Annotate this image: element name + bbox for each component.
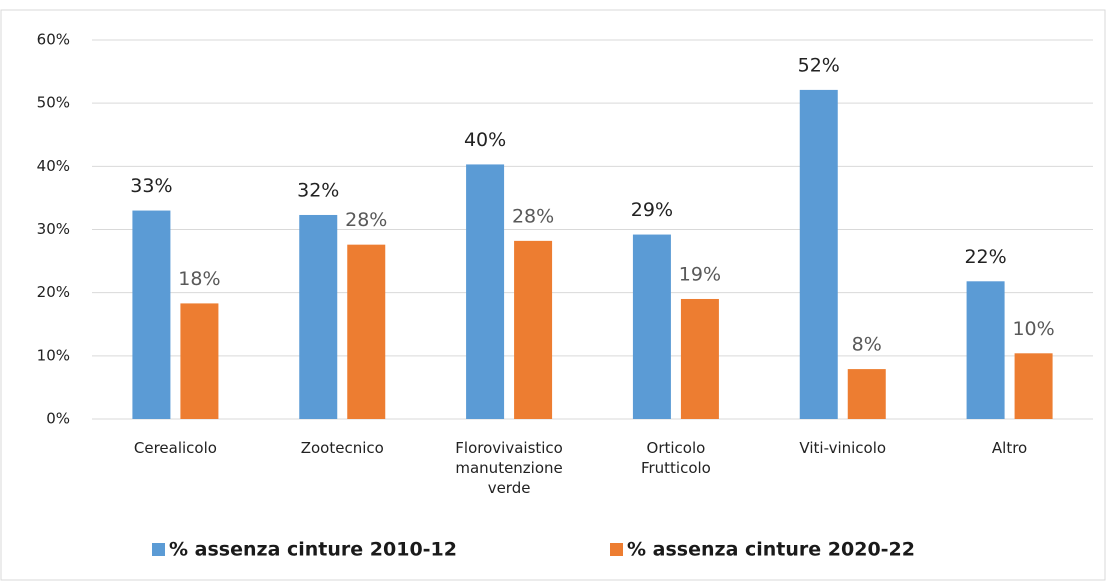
y-tick-label: 10% — [37, 346, 70, 364]
y-tick-label: 60% — [37, 31, 70, 49]
data-label: 10% — [1012, 318, 1054, 340]
bar — [347, 244, 386, 419]
data-label: 28% — [512, 205, 554, 227]
bar — [466, 164, 505, 419]
legend-label: % assenza cinture 2020-22 — [627, 539, 915, 561]
y-tick-label: 30% — [37, 220, 70, 238]
bar — [847, 369, 886, 419]
data-label: 33% — [130, 175, 172, 197]
x-tick-label: Viti-vinicolo — [799, 439, 886, 457]
data-label: 52% — [798, 54, 840, 76]
x-tick-label: Altro — [992, 439, 1027, 457]
bar — [966, 281, 1005, 419]
data-label: 22% — [964, 246, 1006, 268]
x-tick-label: Florovivaistico manutenzione verde — [455, 439, 563, 497]
bar — [132, 210, 171, 419]
y-tick-label: 40% — [37, 157, 70, 175]
legend-swatch — [610, 543, 623, 556]
y-tick-label: 20% — [37, 283, 70, 301]
chart-border — [0, 9, 1106, 581]
bar — [299, 214, 338, 419]
data-label: 40% — [464, 129, 506, 151]
bar — [180, 303, 219, 419]
bar — [680, 298, 719, 419]
x-tick-label: Orticolo Frutticolo — [641, 439, 711, 477]
x-tick-label: Cerealicolo — [134, 439, 217, 457]
bar — [514, 240, 553, 419]
y-tick-label: 0% — [46, 410, 70, 428]
data-label: 32% — [297, 179, 339, 201]
bar — [799, 89, 838, 419]
data-label: 18% — [178, 268, 220, 290]
y-tick-label: 50% — [37, 94, 70, 112]
data-label: 28% — [345, 209, 387, 231]
bar — [1014, 353, 1053, 419]
bar — [632, 234, 671, 419]
data-label: 29% — [631, 199, 673, 221]
data-label: 19% — [679, 263, 721, 285]
legend-swatch — [152, 543, 165, 556]
legend-label: % assenza cinture 2010-12 — [169, 539, 457, 561]
data-label: 8% — [852, 334, 882, 356]
x-tick-label: Zootecnico — [301, 439, 384, 457]
